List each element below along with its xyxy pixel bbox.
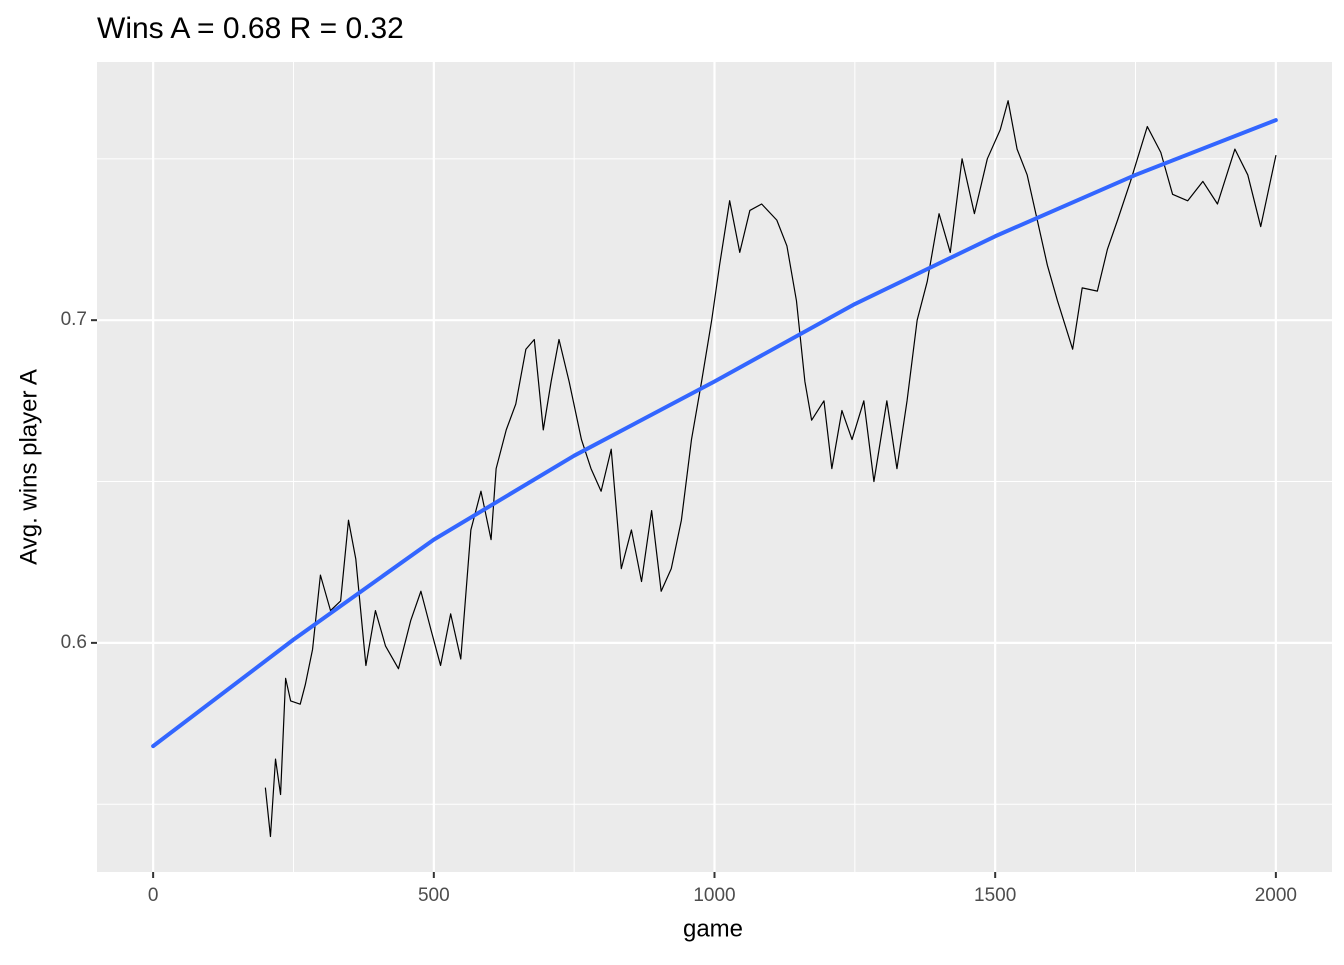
axes: 0 500 1000 1500 2000 0.6 0.7 [61,309,1297,906]
y-tick-label: 0.6 [61,632,87,653]
y-axis-title: Avg. wins player A [15,369,42,565]
x-axis-title: game [683,915,743,942]
data-line [151,118,1278,749]
x-tick-label: 0 [148,885,159,906]
chart-title: Wins A = 0.68 R = 0.32 [97,12,404,45]
marks [151,100,1278,838]
x-tick-label: 2000 [1255,885,1297,906]
x-tick-label: 1000 [693,885,735,906]
data-line [264,100,1277,838]
x-tick-label: 500 [418,885,450,906]
grid [97,62,1332,872]
y-tick-label: 0.7 [61,309,87,330]
x-tick-label: 1500 [974,885,1016,906]
